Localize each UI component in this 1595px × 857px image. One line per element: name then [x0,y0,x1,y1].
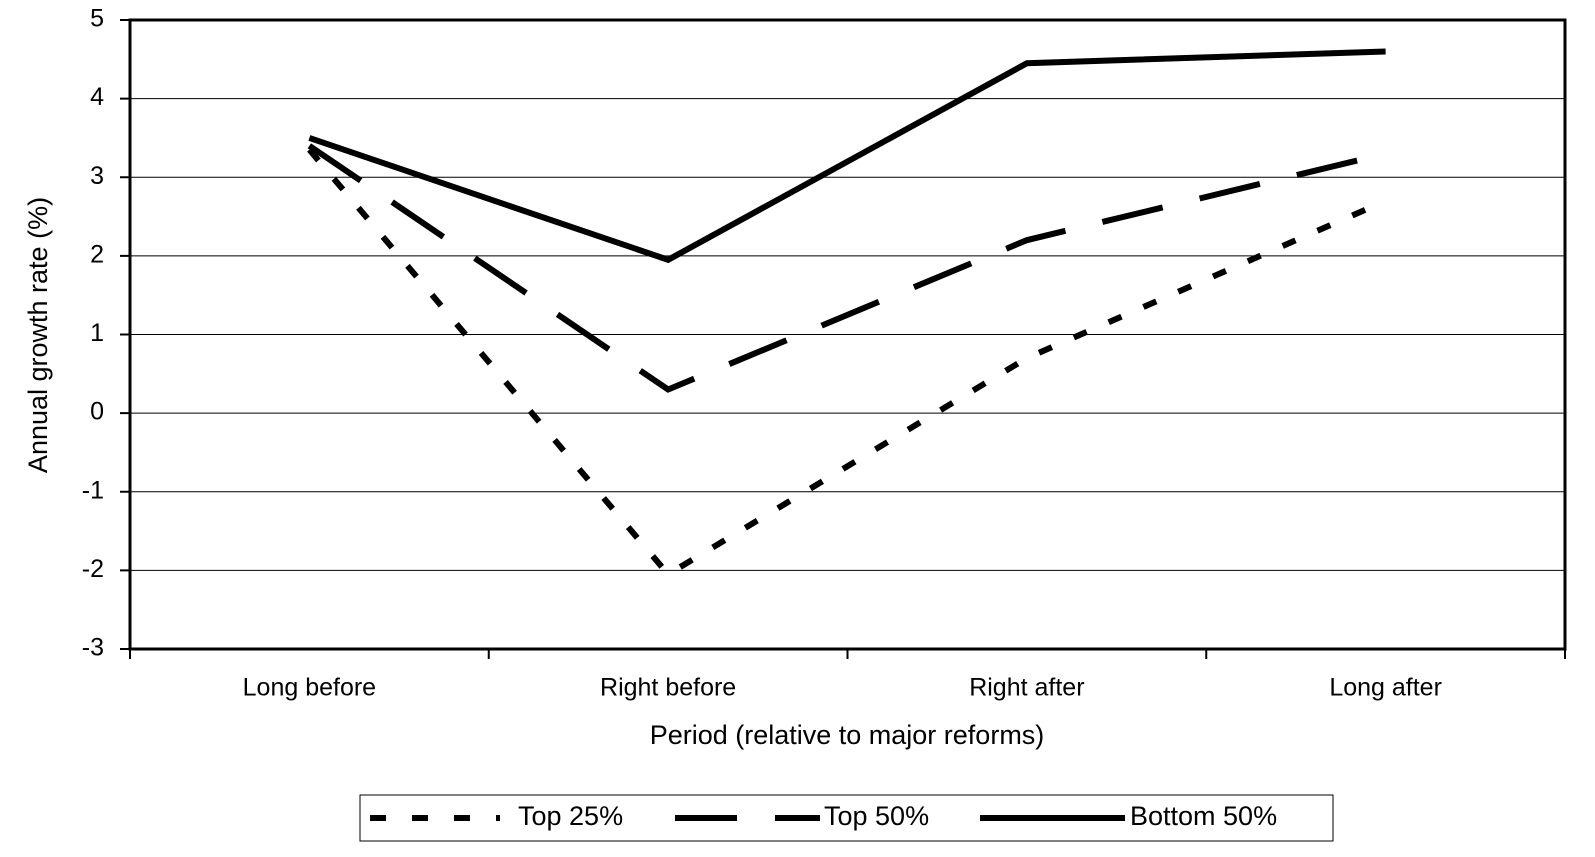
y-tick-label: 1 [90,319,104,347]
series-line [307,143,1387,393]
x-tick-label: Right before [600,674,736,702]
y-axis-label: Annual growth rate (%) [23,197,53,473]
y-tick-label: 5 [90,5,104,33]
y-tick-label: 3 [90,162,104,190]
y-tick-label: -3 [82,634,104,662]
x-tick-label: Right after [969,674,1084,702]
y-tick-label: -1 [82,476,104,504]
y-tick-label: 2 [90,240,104,268]
legend-label: Bottom 50% [1130,801,1277,831]
series-line [307,147,1387,579]
y-tick-label: 4 [90,83,104,111]
x-axis-label: Period (relative to major reforms) [650,720,1045,750]
y-tick-label: -2 [82,555,104,583]
legend-label: Top 50% [824,801,929,831]
y-tick-label: 0 [90,398,104,426]
series-line [308,48,1386,264]
legend-label: Top 25% [518,801,623,831]
x-tick-label: Long before [243,674,376,702]
x-tick-label: Long after [1329,674,1442,702]
legend-box [359,794,1334,842]
